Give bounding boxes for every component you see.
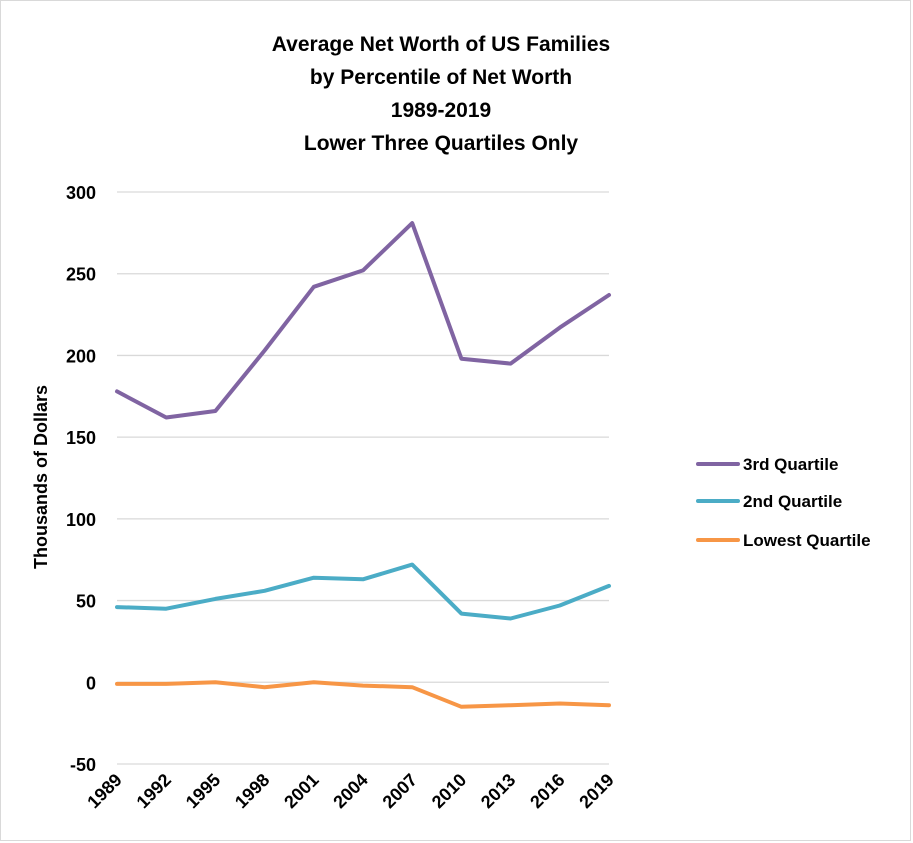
- legend-label-1: 3rd Quartile: [743, 455, 838, 474]
- y-tick-label: 250: [66, 265, 96, 285]
- chart-title: Average Net Worth of US Families by Perc…: [1, 28, 881, 160]
- y-axis-title: Thousands of Dollars: [31, 385, 51, 569]
- x-tick-label: 2007: [379, 770, 421, 812]
- x-tick-label: 2019: [575, 770, 617, 812]
- legend-label-3: Lowest Quartile: [743, 531, 871, 550]
- x-axis-ticks: 1989 1992 1995 1998 2001 2004 2007 2010 2013 2016…: [83, 770, 617, 812]
- chart-title-line-4: Lower Three Quartiles Only: [303, 132, 579, 155]
- y-tick-label: 300: [66, 183, 96, 203]
- legend-label-2: 2nd Quartile: [743, 492, 842, 511]
- y-tick-label: -50: [70, 755, 96, 775]
- legend: 3rd Quartile 2nd Quartile Lowest Quartile: [696, 455, 871, 550]
- series-line-2: [115, 562, 611, 621]
- y-tick-label: 0: [86, 673, 96, 693]
- y-tick-label: 50: [76, 592, 96, 612]
- x-tick-label: 1995: [182, 770, 224, 812]
- series-lines: [115, 221, 611, 709]
- x-tick-label: 2016: [526, 770, 568, 812]
- y-tick-label: 150: [66, 428, 96, 448]
- chart-title-line-1: Average Net Worth of US Families: [271, 33, 611, 56]
- chart-title-line-3: 1989-2019: [390, 99, 492, 122]
- x-tick-label: 1992: [133, 770, 175, 812]
- series-line-3: [115, 680, 611, 709]
- y-tick-label: 200: [66, 346, 96, 366]
- y-tick-label: 100: [66, 510, 96, 530]
- x-tick-label: 2001: [280, 770, 322, 812]
- series-line-1: [115, 221, 611, 420]
- chart-title-line-2: by Percentile of Net Worth: [309, 66, 573, 89]
- x-tick-label: 2010: [428, 770, 470, 812]
- x-tick-label: 2013: [477, 770, 519, 812]
- y-axis-ticks: 300 250 200 150 100 50 0 -50: [66, 183, 96, 775]
- x-tick-label: 1989: [83, 770, 125, 812]
- x-tick-label: 2004: [329, 770, 371, 812]
- gridlines: [117, 191, 609, 765]
- x-tick-label: 1998: [231, 770, 273, 812]
